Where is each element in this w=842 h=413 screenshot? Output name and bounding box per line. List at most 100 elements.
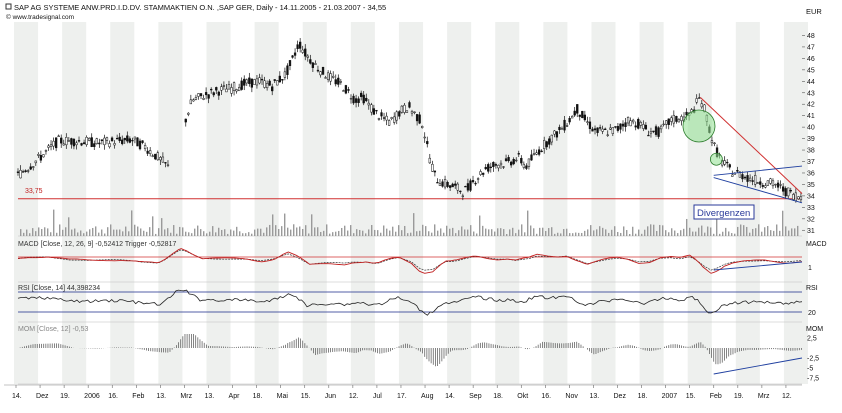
volume-bar <box>515 233 517 236</box>
volume-bar <box>659 224 661 236</box>
candle-body <box>240 80 243 90</box>
highlight-circle <box>682 109 716 143</box>
macd-trigger-line <box>17 249 803 271</box>
candle-body <box>436 182 439 184</box>
candle-body <box>695 98 698 103</box>
volume-bar <box>638 229 640 236</box>
level-label: 33,75 <box>25 188 43 195</box>
volume-bar <box>104 233 106 236</box>
price-tick-label: 46 <box>807 56 815 63</box>
candle-body <box>431 163 434 172</box>
annotation-divergenzen: Divergenzen <box>697 208 750 219</box>
candle-body <box>504 158 508 162</box>
candle-body <box>550 134 553 143</box>
volume-bar <box>356 229 358 236</box>
volume-bar <box>35 231 37 236</box>
candle-body <box>759 181 762 185</box>
volume-bar <box>563 229 565 236</box>
chart-title: SAP AG SYSTEME ANW.PRD.I.D.DV. STAMMAKTI… <box>14 3 386 12</box>
x-tick-label: 13. <box>156 393 166 400</box>
candle-body <box>494 164 498 166</box>
volume-bar <box>635 233 637 236</box>
candle-body <box>652 130 655 133</box>
volume-bar <box>113 229 115 236</box>
volume-bar <box>281 226 283 236</box>
volume-bar <box>548 228 550 236</box>
volume-bar <box>539 227 541 236</box>
volume-bar <box>320 231 322 236</box>
volume-bar <box>491 229 493 236</box>
volume-bar <box>740 224 742 236</box>
volume-bar <box>578 232 580 236</box>
candle-body <box>260 78 264 81</box>
candle-body <box>764 185 767 188</box>
candle-body <box>380 112 383 117</box>
x-tick-label: Feb <box>710 393 722 400</box>
candle-body <box>797 196 800 200</box>
candle-body <box>184 118 187 123</box>
volume-bar <box>452 227 454 236</box>
volume-bar <box>305 225 307 236</box>
candle-body <box>232 82 236 91</box>
candle-body <box>535 152 538 155</box>
volume-bar <box>386 228 388 236</box>
candle-body <box>283 71 287 78</box>
column-band <box>591 22 616 384</box>
volume-bar <box>32 228 34 236</box>
candle-body <box>484 166 487 170</box>
candle-body <box>337 77 340 85</box>
candle-body <box>243 78 246 86</box>
candle-body <box>354 98 358 103</box>
volume-bar <box>701 225 703 236</box>
volume-bar <box>239 231 241 236</box>
volume-bar <box>494 231 496 236</box>
candle-body <box>370 104 373 113</box>
candle-body <box>306 55 309 58</box>
candle-body <box>731 174 734 177</box>
column-band <box>735 22 760 384</box>
candle-body <box>601 128 604 132</box>
volume-bar <box>170 232 172 236</box>
volume-bar <box>212 226 214 236</box>
candle-body <box>100 139 104 142</box>
volume-bar <box>551 227 553 236</box>
price-tick-label: 37 <box>807 159 815 166</box>
volume-bar <box>497 228 499 236</box>
momentum-divergence-line <box>713 357 803 375</box>
x-tick-label: 19. <box>734 393 744 400</box>
candle-body <box>367 102 370 106</box>
candle-body <box>578 114 581 117</box>
price-tick-label: 35 <box>807 182 815 189</box>
candle-body <box>614 126 617 128</box>
candle-body <box>677 118 681 123</box>
price-tick-label: 48 <box>807 33 815 40</box>
volume-bar <box>695 231 697 236</box>
settings-icon[interactable] <box>5 3 12 10</box>
volume-bar <box>161 218 163 236</box>
candle-body <box>710 140 714 144</box>
candle-body <box>344 85 348 94</box>
volume-bar <box>347 230 349 236</box>
x-tick-label: 2006 <box>84 393 100 400</box>
volume-bar <box>518 229 520 236</box>
volume-bar <box>266 227 268 236</box>
candle-body <box>387 120 391 126</box>
volume-bar <box>119 229 121 236</box>
candle-body <box>586 121 589 123</box>
volume-bar <box>227 233 229 236</box>
volume-bar <box>542 227 544 236</box>
volume-bar <box>218 227 220 236</box>
candle-body <box>271 86 274 92</box>
rsi-line <box>17 289 803 316</box>
candle-body <box>235 89 238 92</box>
candle-body <box>194 97 198 100</box>
candle-body <box>72 138 76 147</box>
candle-body <box>108 143 111 148</box>
candle-body <box>672 114 675 124</box>
candle-body <box>581 110 584 119</box>
momentum-tick-label: -5 <box>807 366 813 373</box>
volume-bar <box>413 213 415 236</box>
candle-body <box>143 145 147 150</box>
candle-body <box>131 139 134 142</box>
